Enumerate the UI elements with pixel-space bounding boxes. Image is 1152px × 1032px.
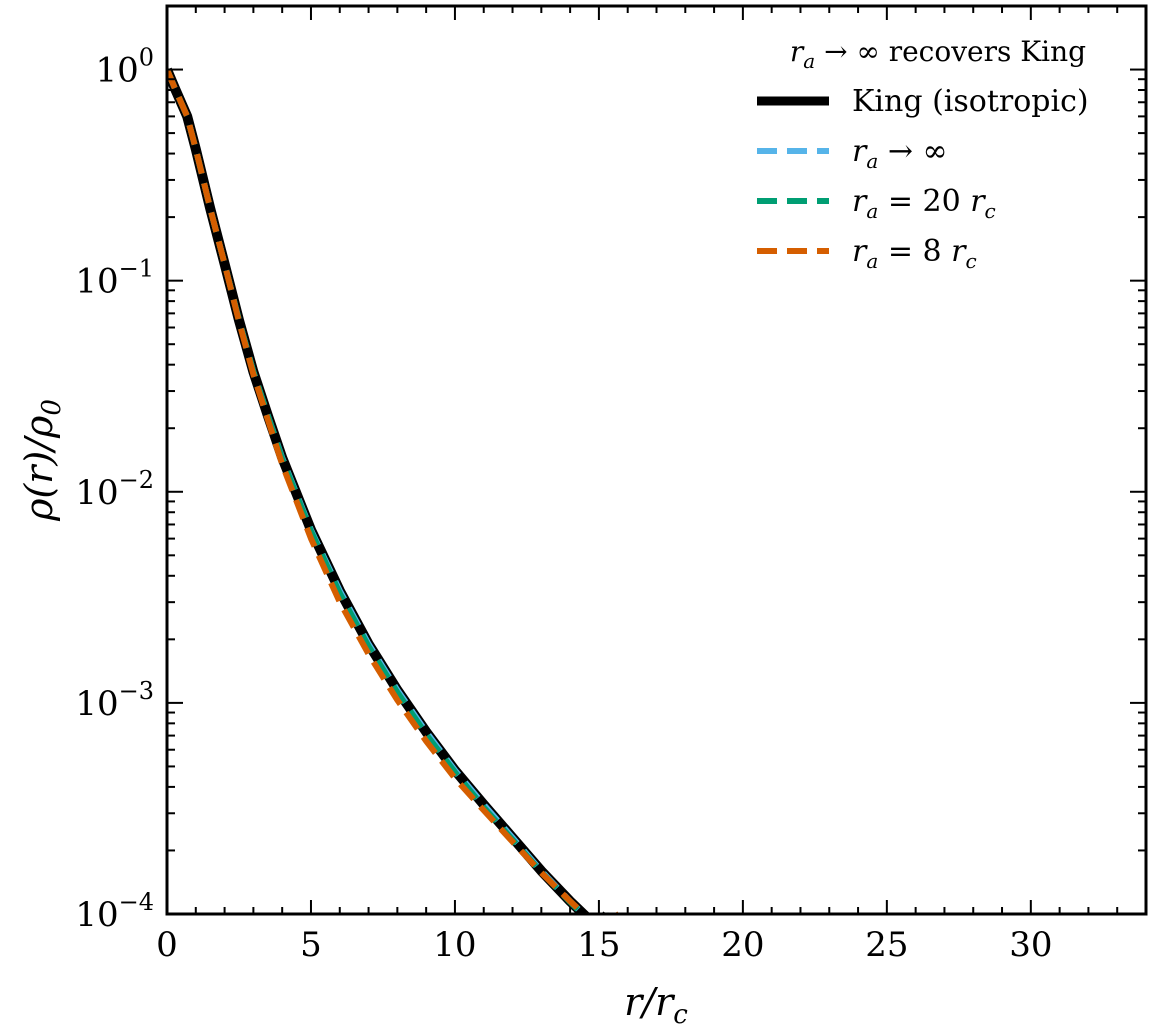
legend-label: ra → ∞: [852, 134, 947, 173]
y-tick-label: 10−2: [75, 466, 154, 513]
x-tick-label: 30: [1009, 925, 1052, 965]
series-line-3: [167, 68, 620, 914]
series-line-0: [167, 67, 608, 914]
x-axis-label: r/rc: [624, 980, 688, 1030]
x-tick-label: 0: [156, 925, 178, 965]
series-line-1: [167, 68, 608, 914]
tick-layer: [166, 5, 1147, 915]
x-tick-label: 5: [300, 925, 322, 965]
y-tick-label: 10−1: [75, 255, 154, 302]
y-axis-label: ρ(r)/ρ0: [17, 399, 67, 522]
y-tick-label: 10−4: [75, 888, 154, 935]
legend-label: ra = 20 rc: [852, 184, 996, 223]
series-line-2: [167, 68, 611, 914]
x-tick-label: 10: [433, 925, 476, 965]
legend-label: ra = 8 rc: [852, 234, 977, 273]
legend-entry-0: King (isotropic): [757, 84, 1089, 119]
tick-label-layer: 0 5 10 15 20 25 30 100 10−1 10−2 10−3 10−4: [75, 44, 1052, 965]
legend-entry-2: ra = 20 rc: [757, 184, 996, 223]
legend-title: ra → ∞ recovers King: [790, 35, 1086, 73]
legend-label: King (isotropic): [852, 84, 1089, 119]
x-tick-label: 25: [865, 925, 908, 965]
legend-entry-1: ra → ∞: [757, 134, 947, 173]
legend: ra → ∞ recovers King King (isotropic) ra …: [757, 35, 1089, 273]
legend-entry-3: ra = 8 rc: [757, 234, 977, 273]
legend-entries: King (isotropic) ra → ∞ ra = 20 rc ra = 8 r…: [757, 84, 1089, 273]
series-layer: [167, 67, 620, 914]
x-tick-label: 15: [577, 925, 620, 965]
x-tick-label: 20: [721, 925, 764, 965]
plot-frame: [165, 4, 1148, 916]
y-tick-label: 10−3: [75, 677, 154, 724]
y-tick-label: 100: [95, 44, 154, 91]
